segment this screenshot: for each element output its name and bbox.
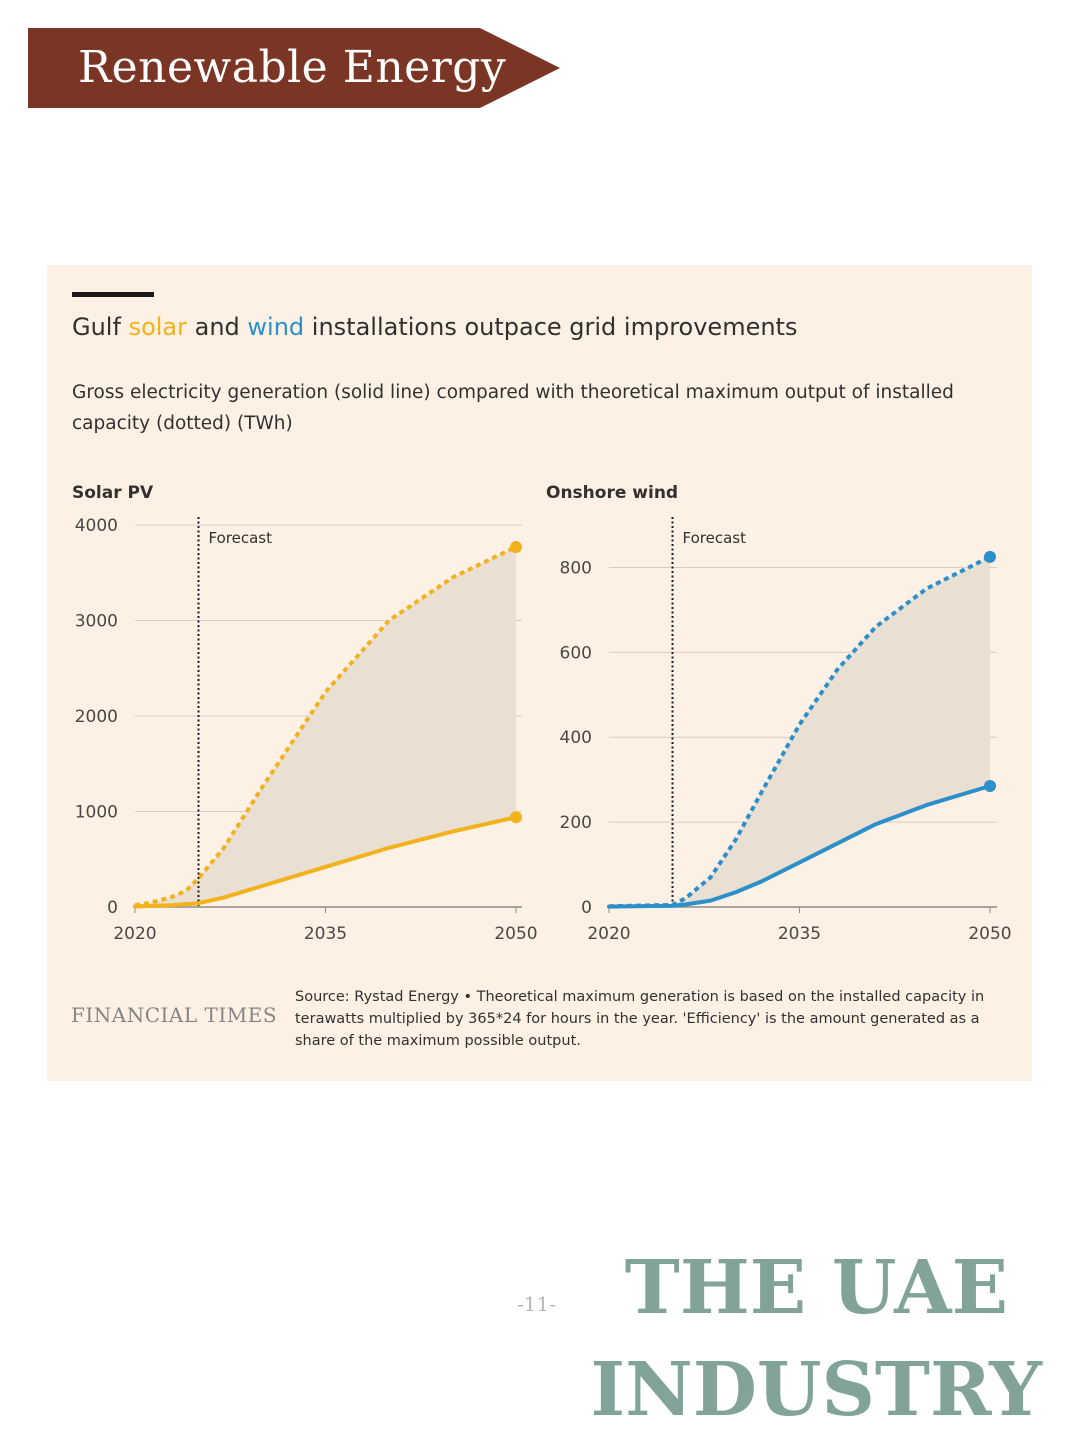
solar-x-tick-label: 2050	[494, 924, 537, 944]
ft-chart-card: Gulf solar and wind installations outpac…	[47, 265, 1032, 1081]
title-rule	[72, 292, 154, 297]
headline-solar-word: solar	[128, 313, 187, 341]
wind-gap-area	[609, 556, 990, 907]
solar-forecast-label: Forecast	[209, 529, 273, 547]
wind-forecast-label: Forecast	[683, 529, 747, 547]
wind-y-tick-label: 0	[581, 898, 592, 918]
solar-gap-area	[135, 547, 516, 907]
solar-panel-title: Solar PV	[72, 483, 154, 503]
wind-panel-title: Onshore wind	[546, 483, 678, 503]
solar-y-tick-label: 2000	[75, 707, 118, 727]
headline-part: installations outpace grid improvements	[304, 313, 798, 341]
headline-part: Gulf	[72, 313, 129, 341]
solar-y-tick-label: 4000	[75, 516, 118, 536]
banner-arrow-shape	[28, 28, 560, 108]
footer-title-line1: THE UAE	[624, 1245, 1008, 1331]
wind-y-tick-label: 800	[560, 558, 592, 578]
wind-y-tick-label: 200	[560, 813, 592, 833]
section-banner	[28, 28, 560, 108]
banner-title: Renewable Energy	[78, 42, 507, 93]
source-note: Source: Rystad Energy • Theoretical maxi…	[295, 989, 985, 1049]
solar-y-tick-label: 1000	[75, 803, 118, 823]
solar-y-tick-label: 3000	[75, 612, 118, 632]
headline-wind-word: wind	[247, 313, 305, 341]
wind-y-tick-label: 600	[560, 643, 592, 663]
wind-max-output-endpoint	[984, 550, 996, 563]
wind-y-tick-label: 400	[560, 728, 592, 748]
wind-x-tick-label: 2035	[778, 924, 821, 944]
solar-max-output-line	[134, 545, 517, 908]
solar-generation-endpoint	[510, 811, 522, 824]
wind-x-tick-label: 2020	[587, 924, 630, 944]
solar-max-output-endpoint	[510, 540, 522, 553]
solar-y-tick-label: 0	[107, 898, 118, 918]
solar-x-tick-label: 2035	[304, 924, 347, 944]
solar-x-tick-label: 2020	[113, 924, 156, 944]
solar-generation-line	[133, 815, 518, 909]
financial-times-logo: FINANCIAL TIMES	[71, 1003, 278, 1027]
chart-headline: Gulf solar and wind installations outpac…	[72, 313, 797, 341]
wind-generation-endpoint	[984, 780, 996, 793]
headline-part: and	[187, 313, 248, 341]
page-number: -11-	[517, 1292, 556, 1316]
footer-title-line2: INDUSTRY	[590, 1347, 1042, 1433]
chart-subtitle: Gross electricity generation (solid line…	[72, 382, 954, 434]
wind-generation-line	[607, 784, 992, 909]
wind-x-tick-label: 2050	[968, 924, 1011, 944]
